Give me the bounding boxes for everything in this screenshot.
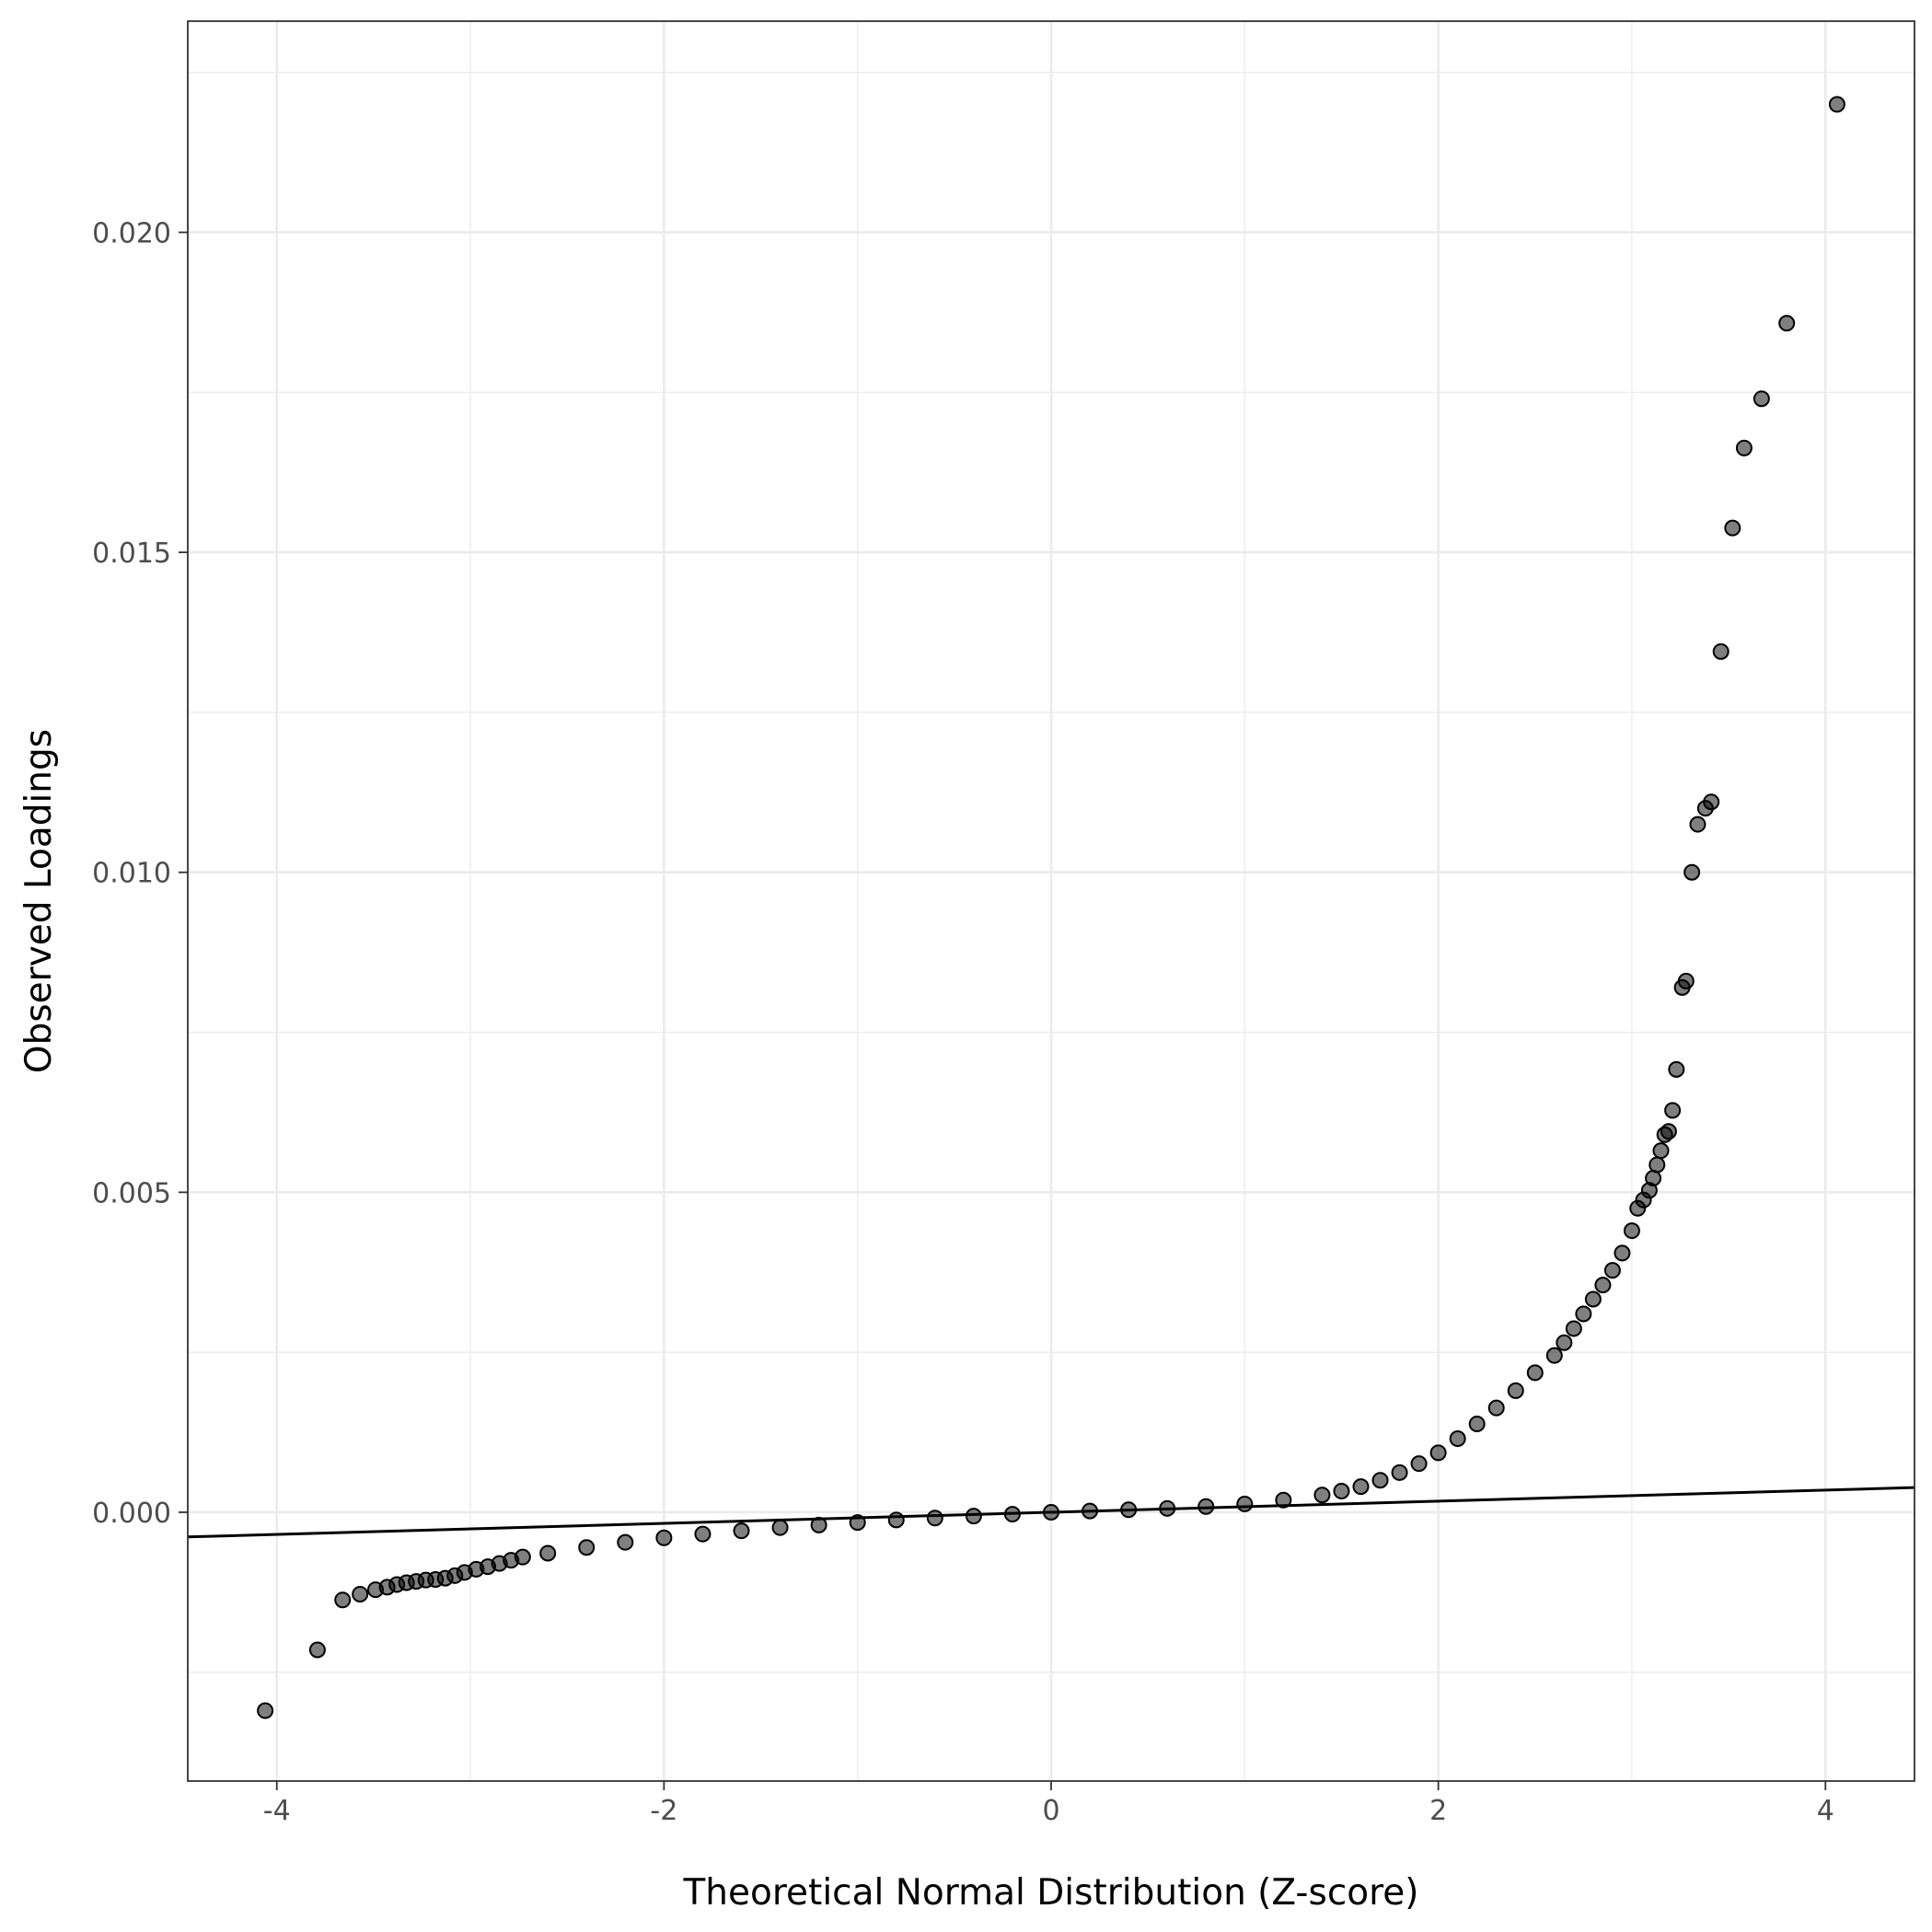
data-point: [965, 1508, 982, 1525]
y-tick-label: 0.015: [92, 538, 171, 570]
data-point: [1689, 816, 1706, 833]
data-point: [514, 1548, 531, 1566]
y-axis-title: Observed Loadings: [18, 729, 60, 1073]
data-point: [1649, 1156, 1666, 1174]
data-point: [352, 1585, 369, 1602]
data-point: [1652, 1142, 1670, 1160]
data-point: [1703, 793, 1720, 811]
data-point: [926, 1510, 943, 1527]
data-point: [1468, 1416, 1486, 1433]
data-point: [539, 1544, 557, 1562]
y-tick-label: 0.005: [92, 1177, 171, 1209]
data-point: [1623, 1222, 1640, 1240]
data-point: [578, 1539, 596, 1556]
data-point: [1724, 519, 1741, 537]
data-point: [1575, 1305, 1592, 1323]
data-point: [1275, 1491, 1292, 1509]
x-axis-title: Theoretical Normal Distribution (Z-score…: [682, 1872, 1418, 1914]
data-point: [334, 1591, 352, 1609]
data-point: [1410, 1455, 1428, 1473]
data-point: [1683, 863, 1701, 881]
axis-ticks: [179, 231, 1827, 1790]
data-point: [1429, 1444, 1447, 1462]
data-point: [771, 1519, 789, 1536]
data-point: [1735, 439, 1753, 457]
tick-labels: -4 -2 0 2 4 0.000 0.005 0.010 0.015 0.020: [92, 217, 1834, 1827]
data-point: [1003, 1506, 1021, 1523]
data-point: [1526, 1364, 1544, 1382]
data-point: [655, 1529, 673, 1546]
data-point: [887, 1511, 905, 1529]
data-point: [1594, 1277, 1612, 1294]
data-point: [1487, 1399, 1505, 1417]
data-point: [1236, 1495, 1254, 1512]
x-tick-label: -2: [650, 1795, 677, 1827]
data-point: [1313, 1487, 1331, 1504]
data-point: [1664, 1102, 1682, 1119]
grid-lines: [188, 21, 1915, 1781]
data-point: [308, 1641, 326, 1659]
data-point: [1556, 1334, 1573, 1351]
data-point: [1507, 1382, 1524, 1399]
data-point: [1043, 1503, 1059, 1521]
data-point: [1545, 1347, 1563, 1364]
data-point: [1753, 390, 1770, 408]
data-point: [694, 1525, 711, 1543]
data-point: [1391, 1463, 1408, 1481]
y-tick-label: 0.020: [92, 217, 171, 249]
data-point: [1660, 1123, 1677, 1140]
x-tick-label: 0: [1042, 1795, 1059, 1827]
data-point: [1120, 1501, 1138, 1519]
y-tick-label: 0.010: [92, 858, 171, 890]
data-point: [1778, 315, 1796, 332]
data-point: [1197, 1498, 1215, 1515]
data-point: [1159, 1499, 1176, 1517]
data-point: [733, 1522, 750, 1540]
data-point: [1668, 1060, 1685, 1078]
data-points-layer: [257, 96, 1845, 1719]
data-point: [1614, 1244, 1631, 1262]
data-point: [1584, 1290, 1602, 1308]
data-point: [1449, 1430, 1466, 1448]
x-tick-label: -4: [263, 1795, 291, 1827]
data-point: [1677, 972, 1695, 989]
data-point: [617, 1533, 634, 1551]
data-point: [1082, 1502, 1099, 1520]
data-point: [1828, 96, 1845, 113]
data-point: [1603, 1262, 1621, 1279]
x-tick-label: 4: [1817, 1795, 1834, 1827]
data-point: [1712, 642, 1730, 660]
data-point: [1371, 1472, 1389, 1489]
data-point: [1352, 1478, 1370, 1496]
data-point: [1645, 1170, 1662, 1187]
data-point: [810, 1516, 827, 1533]
x-tick-label: 2: [1429, 1795, 1447, 1827]
data-point: [1333, 1483, 1350, 1500]
data-point: [1565, 1320, 1582, 1337]
y-tick-label: 0.000: [92, 1498, 171, 1530]
data-point: [257, 1702, 274, 1719]
data-point: [849, 1514, 866, 1532]
